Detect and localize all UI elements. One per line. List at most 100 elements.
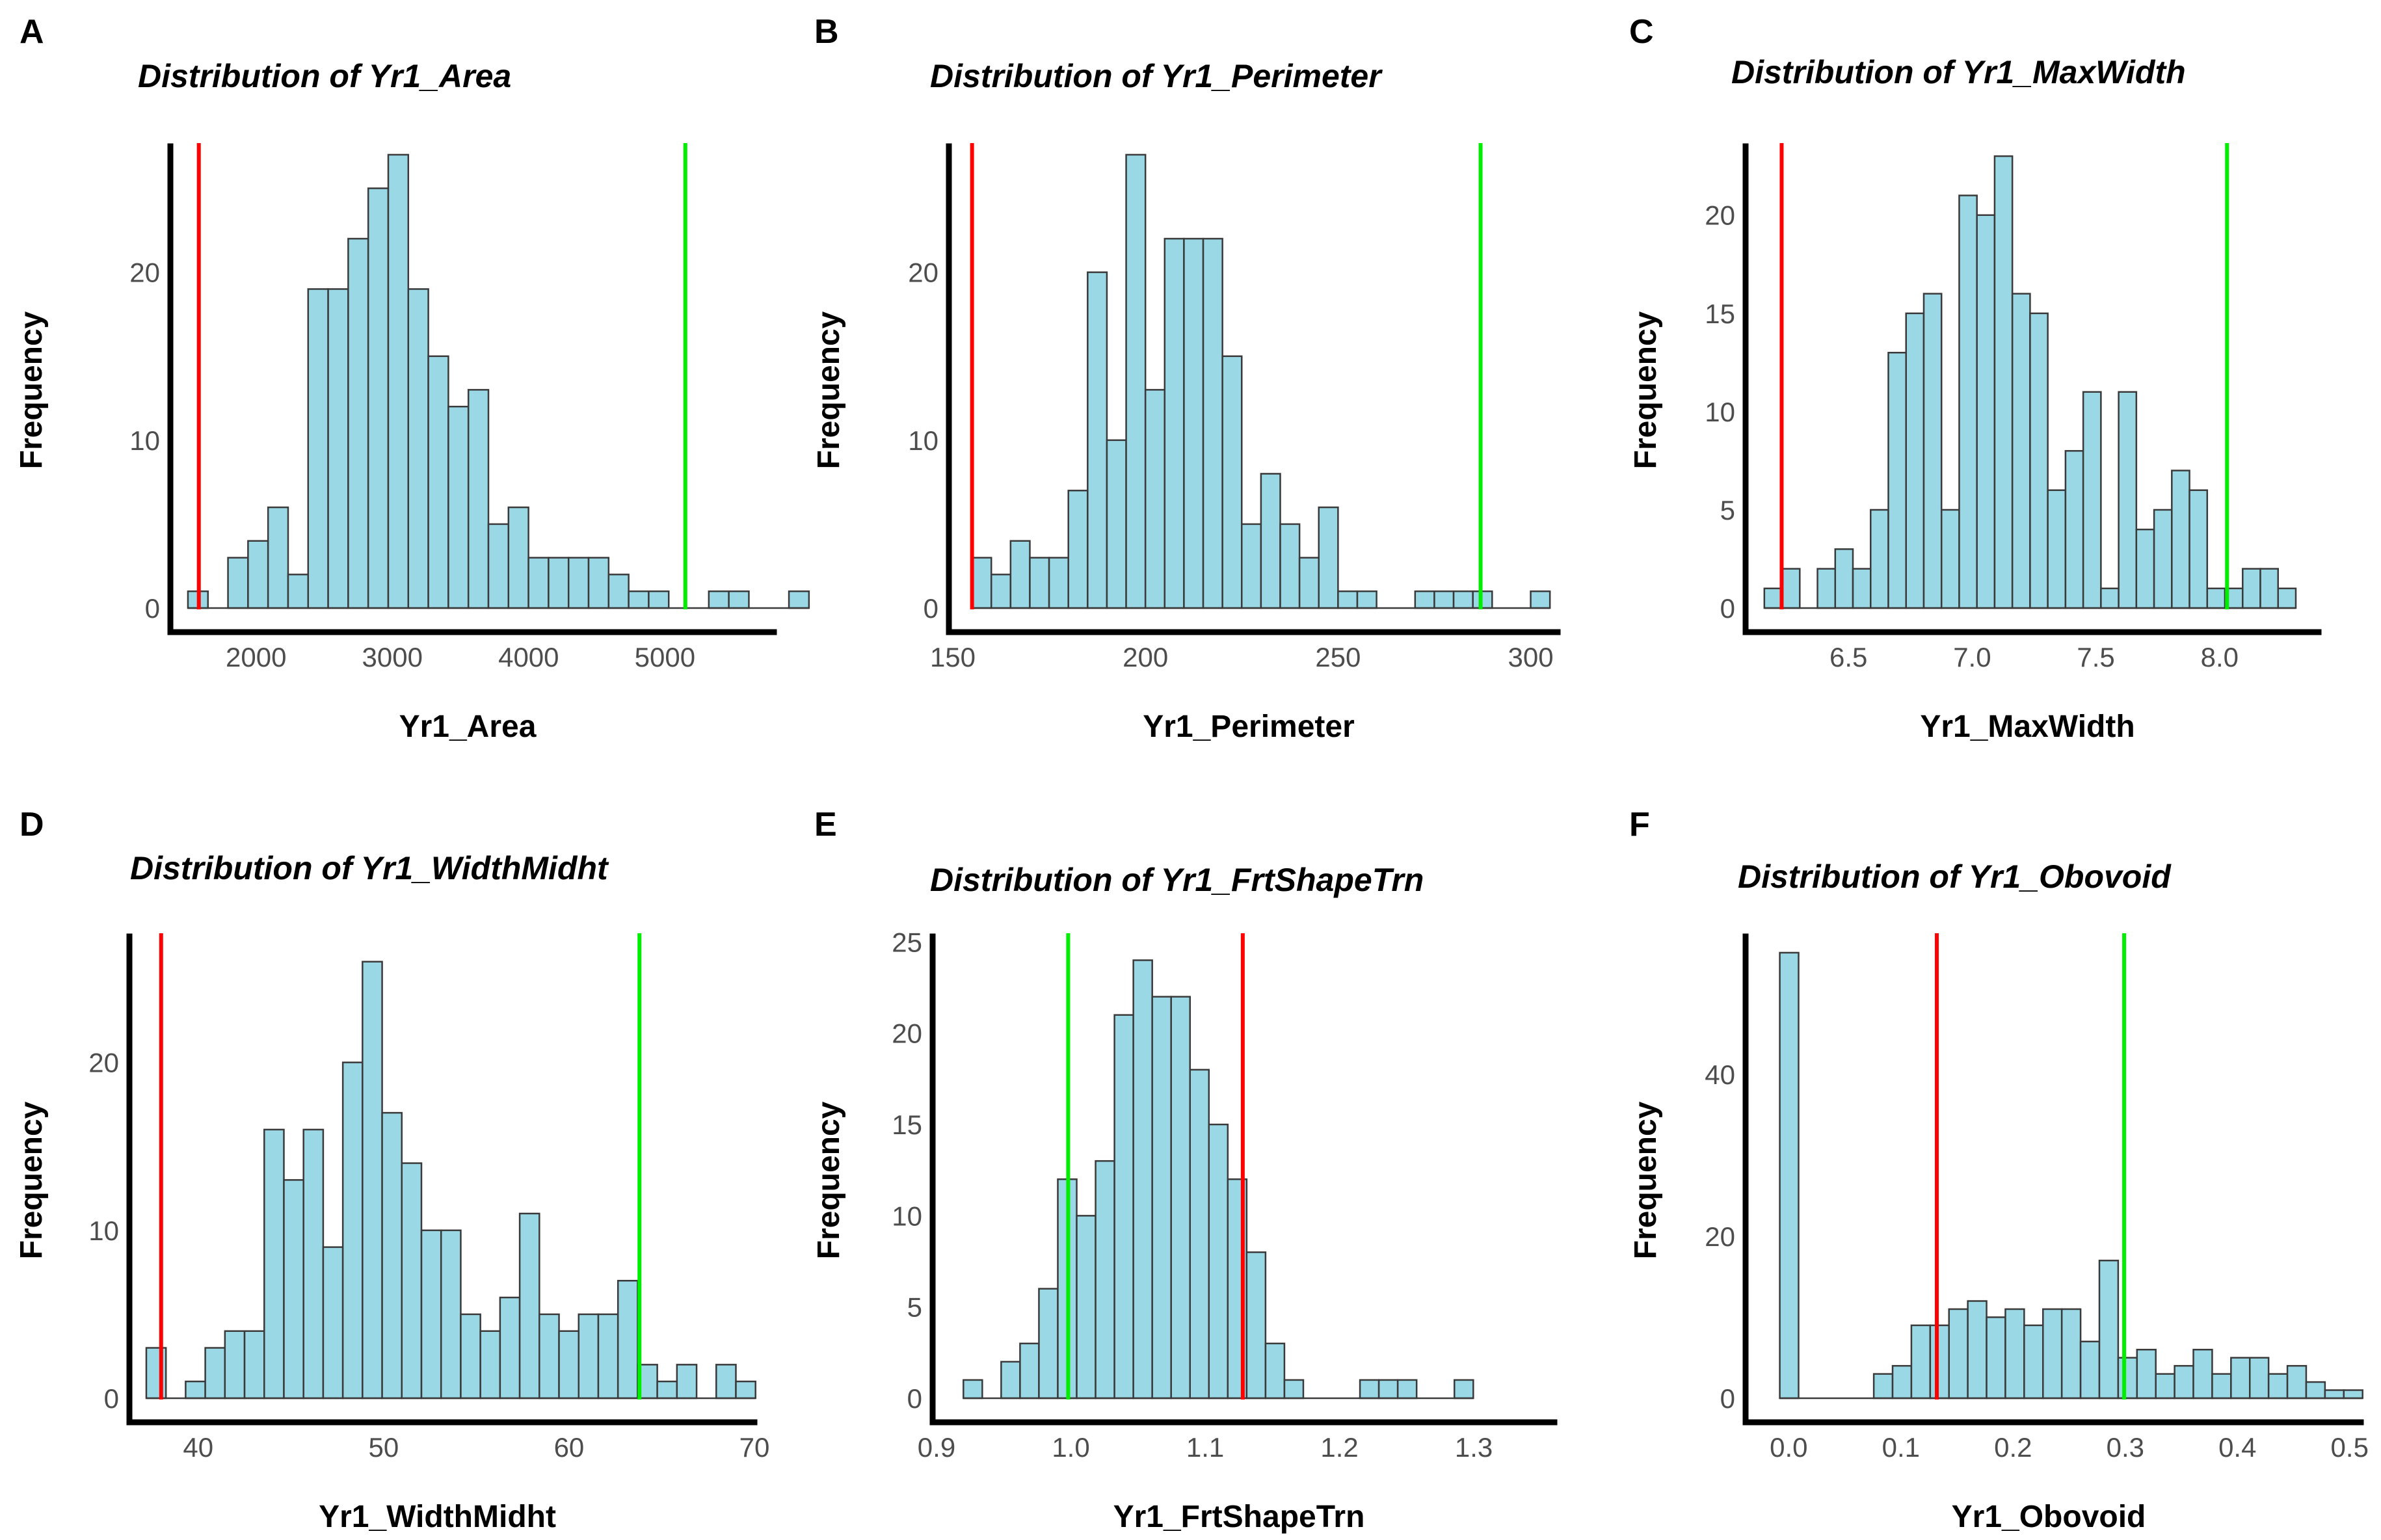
histogram-bar: [548, 557, 570, 609]
panel-f: F Distribution of Yr1_Obovoid 0 20 40 0.0 0.…: [1629, 806, 2369, 1534]
histogram-bar: [467, 389, 490, 609]
histogram-bar: [1095, 1160, 1115, 1400]
histogram-bar: [607, 574, 630, 609]
histogram-bar: [1834, 548, 1854, 609]
histogram-bar: [971, 557, 992, 609]
histogram-bar: [1779, 951, 1800, 1400]
histogram-bar: [1189, 1069, 1210, 1400]
panel-d: D Distribution of Yr1_WidthMidht 0 10 20 40…: [14, 806, 769, 1534]
histogram-bar: [224, 1330, 246, 1400]
histogram-bar: [2029, 312, 2049, 609]
histogram-bar: [1038, 1288, 1059, 1400]
histogram-bar: [401, 1162, 423, 1400]
histogram-bar: [479, 1330, 501, 1400]
histogram-bar: [578, 1313, 600, 1400]
panel-label-e: E: [814, 806, 837, 843]
histogram-bar: [263, 1128, 285, 1400]
x-tick-label: 0.1: [1882, 1432, 1920, 1463]
histogram-bar: [341, 1061, 364, 1400]
plot-area: 0 10 20 2000 3000 4000 5000 Yr1_Area Frequency: [14, 143, 810, 744]
y-tick-label: 10: [892, 1201, 922, 1231]
x-tick-label: 300: [1508, 642, 1553, 672]
y-tick-label: 10: [908, 425, 938, 456]
histogram-bar: [1993, 155, 2014, 609]
histogram-bar: [1087, 271, 1108, 609]
histogram-bar: [2153, 509, 2173, 609]
histogram-bar: [267, 506, 289, 609]
histogram-bar: [1106, 439, 1127, 609]
chart-title: Distribution of Yr1_FrtShapeTrn: [930, 862, 1424, 898]
histogram-bar: [1113, 1014, 1134, 1400]
histogram-bar: [1202, 237, 1223, 609]
histogram-bar: [567, 557, 590, 609]
histogram-bar: [728, 590, 750, 609]
y-axis-label: Frequency: [14, 311, 49, 469]
y-tick-label: 5: [907, 1292, 922, 1323]
histogram-bar: [558, 1330, 579, 1400]
histogram-bar: [1958, 194, 1978, 609]
histogram-bar: [283, 1179, 304, 1400]
histogram-bar: [2206, 587, 2226, 609]
plot-area: 0 10 20 40 50 60 70 Yr1_WidthMidht Frequency: [14, 933, 769, 1534]
x-axis-label: Yr1_Area: [399, 710, 537, 744]
histogram-bar: [539, 1313, 560, 1400]
histogram-bar: [440, 1229, 462, 1400]
y-tick-label: 0: [104, 1383, 119, 1414]
histogram-bar: [518, 1212, 540, 1400]
histogram-bar: [2305, 1381, 2326, 1400]
histogram-bar: [2259, 568, 2280, 609]
histogram-bar: [1763, 587, 1783, 609]
histogram-bar: [247, 540, 269, 609]
histogram-bar: [2211, 1373, 2232, 1400]
x-axis-label: Yr1_MaxWidth: [1920, 710, 2135, 744]
y-tick-label: 20: [1705, 200, 1735, 231]
histogram-bar: [2171, 470, 2190, 609]
histogram-bar: [185, 1380, 206, 1400]
plot-area: 0 10 20 150 200 250 300 Yr1_Perimeter Frequency: [812, 143, 1561, 744]
histogram-bar: [628, 590, 650, 609]
x-tick-label: 250: [1315, 642, 1361, 672]
histogram-bar: [1905, 312, 1925, 609]
histogram-bar: [1887, 351, 1907, 609]
panel-label-f: F: [1629, 806, 1650, 843]
histogram-bar: [656, 1380, 678, 1400]
histogram-bar: [1221, 355, 1243, 609]
histogram-bar: [1910, 1324, 1932, 1400]
y-tick-label: 20: [908, 258, 938, 288]
histogram-bar: [1260, 473, 1281, 609]
panel-label-d: D: [20, 806, 44, 843]
y-axis-label: Frequency: [812, 1101, 846, 1259]
x-tick-label: 0.4: [2218, 1432, 2256, 1463]
histogram-bar: [1530, 590, 1551, 609]
histogram-bar: [1279, 523, 1301, 609]
histogram-bar: [204, 1347, 226, 1400]
histogram-bar: [2118, 391, 2138, 609]
histogram-bar: [460, 1313, 481, 1400]
histogram-bar: [1132, 959, 1153, 1400]
histogram-bar: [499, 1296, 521, 1400]
x-tick-label: 200: [1123, 642, 1168, 672]
histogram-bar: [1396, 1379, 1418, 1400]
histogram-bar: [2023, 1324, 2044, 1400]
chart-title: Distribution of Yr1_Perimeter: [930, 58, 1383, 94]
histogram-bar: [1929, 1324, 1950, 1400]
histogram-bar: [2248, 1357, 2270, 1400]
x-tick-label: 0.9: [918, 1432, 955, 1463]
x-tick-label: 4000: [498, 642, 559, 672]
histogram-bar: [427, 355, 449, 609]
histogram-bar: [507, 506, 529, 609]
chart-title: Distribution of Yr1_Area: [138, 58, 511, 94]
panel-a: A Distribution of Yr1_Area 0 10 20 2000 3000…: [14, 13, 810, 744]
y-axis-label: Frequency: [812, 311, 846, 469]
histogram-bar: [587, 557, 610, 609]
x-tick-label: 6.5: [1829, 642, 1867, 672]
x-tick-label: 0.5: [2331, 1432, 2369, 1463]
histogram-bar: [1019, 1342, 1040, 1400]
histogram-bar: [407, 288, 429, 609]
x-axis-label: Yr1_Perimeter: [1143, 710, 1355, 744]
x-axis-label: Yr1_WidthMidht: [319, 1500, 556, 1534]
histogram-bar: [1000, 1361, 1021, 1400]
histogram-bar: [735, 1380, 756, 1400]
histogram-bar: [1164, 237, 1185, 609]
x-tick-label: 8.0: [2201, 642, 2239, 672]
